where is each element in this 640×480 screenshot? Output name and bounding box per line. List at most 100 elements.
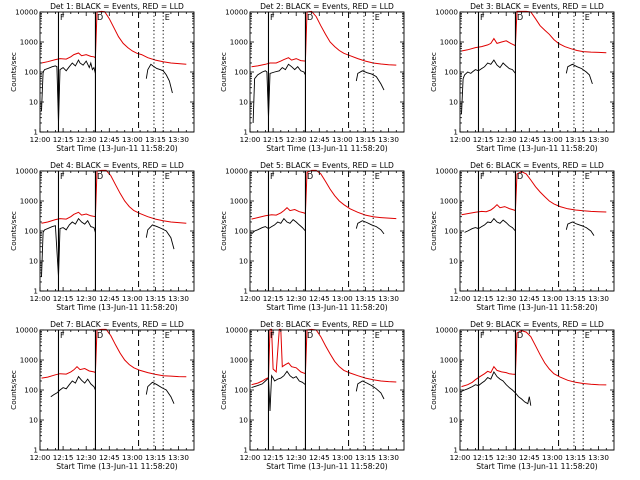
y-axis-label: Counts/sec xyxy=(9,52,18,92)
x-tick-label: 12:45 xyxy=(99,135,120,144)
panel-title: Det 7: BLACK = Events, RED = LLD xyxy=(50,320,184,329)
time-marker-label: D xyxy=(517,331,523,340)
y-tick-label: 10000 xyxy=(225,167,248,176)
y-tick-label: 10000 xyxy=(15,8,38,17)
time-marker-label: E xyxy=(165,13,170,22)
y-tick-label: 1 xyxy=(453,128,458,137)
y-tick-label: 100 xyxy=(24,68,38,77)
y-axis-label: Counts/sec xyxy=(219,211,228,251)
time-marker-label: F xyxy=(60,13,65,22)
panel-title: Det 4: BLACK = Events, RED = LLD xyxy=(50,161,184,170)
x-tick-label: 12:45 xyxy=(309,294,330,303)
x-tick-label: 12:00 xyxy=(240,135,261,144)
x-tick-label: 13:30 xyxy=(588,453,609,462)
y-axis-label: Counts/sec xyxy=(9,370,18,410)
x-tick-label: 12:30 xyxy=(76,453,97,462)
x-tick-label: 13:00 xyxy=(542,135,563,144)
x-tick-label: 13:30 xyxy=(378,135,399,144)
time-marker-label: F xyxy=(270,13,275,22)
x-tick-label: 13:00 xyxy=(332,135,353,144)
x-tick-label: 12:30 xyxy=(286,294,307,303)
time-marker-label: E xyxy=(375,13,380,22)
panel-title: Det 2: BLACK = Events, RED = LLD xyxy=(260,2,394,11)
y-tick-label: 10 xyxy=(449,257,459,266)
x-tick-label: 12:45 xyxy=(519,453,540,462)
time-marker-label: E xyxy=(165,172,170,181)
x-tick-label: 13:00 xyxy=(542,294,563,303)
y-tick-label: 1 xyxy=(33,287,38,296)
events-series-line xyxy=(251,217,385,235)
y-tick-label: 1 xyxy=(243,287,248,296)
x-tick-label: 12:30 xyxy=(496,135,517,144)
y-tick-label: 10 xyxy=(449,416,459,425)
events-series-line xyxy=(251,370,385,412)
x-tick-label: 13:00 xyxy=(122,453,143,462)
x-axis-label: Start Time (13-Jun-11 11:58:20) xyxy=(476,144,598,153)
y-tick-label: 1000 xyxy=(230,38,249,47)
x-tick-label: 12:30 xyxy=(496,453,517,462)
time-marker-label: E xyxy=(585,331,590,340)
x-tick-label: 12:15 xyxy=(53,294,74,303)
panel-det-6: Det 6: BLACK = Events, RED = LLD F D E 1 10 10… xyxy=(429,161,615,312)
x-tick-label: 13:15 xyxy=(565,453,586,462)
time-marker-label: D xyxy=(517,172,523,181)
y-tick-label: 100 xyxy=(234,68,248,77)
y-tick-label: 10 xyxy=(239,98,249,107)
panel-det-3: Det 3: BLACK = Events, RED = LLD F D E 1 10 10… xyxy=(429,2,615,153)
x-tick-label: 13:00 xyxy=(122,294,143,303)
time-marker-label: E xyxy=(165,331,170,340)
y-tick-label: 1000 xyxy=(440,38,459,47)
x-axis-label: Start Time (13-Jun-11 11:58:20) xyxy=(56,303,178,312)
y-tick-label: 100 xyxy=(444,386,458,395)
x-tick-label: 12:15 xyxy=(473,294,494,303)
lld-series-line xyxy=(251,328,397,386)
lld-series-line xyxy=(251,10,397,68)
x-tick-label: 13:00 xyxy=(332,294,353,303)
time-marker-label: E xyxy=(585,172,590,181)
x-tick-label: 12:00 xyxy=(450,453,471,462)
events-series-line xyxy=(50,375,175,404)
y-tick-label: 10 xyxy=(449,98,459,107)
y-tick-label: 1000 xyxy=(20,356,39,365)
lld-series-line xyxy=(461,10,607,54)
panel-title: Det 5: BLACK = Events, RED = LLD xyxy=(260,161,394,170)
x-tick-label: 12:00 xyxy=(450,294,471,303)
x-tick-label: 12:45 xyxy=(519,294,540,303)
panel-det-9: Det 9: BLACK = Events, RED = LLD F D E 1 10 10… xyxy=(429,320,615,471)
time-marker-label: F xyxy=(60,331,65,340)
y-axis-label: Counts/sec xyxy=(9,211,18,251)
y-tick-label: 10000 xyxy=(435,167,458,176)
x-tick-label: 12:30 xyxy=(496,294,517,303)
panel-det-2: Det 2: BLACK = Events, RED = LLD F D E 1 10 10… xyxy=(219,2,405,153)
y-axis-label: Counts/sec xyxy=(219,52,228,92)
x-tick-label: 12:00 xyxy=(240,294,261,303)
x-tick-label: 12:30 xyxy=(286,453,307,462)
y-tick-label: 100 xyxy=(234,386,248,395)
plot-frame xyxy=(459,11,615,133)
x-tick-label: 12:15 xyxy=(53,135,74,144)
time-marker-label: F xyxy=(480,172,485,181)
x-tick-label: 13:15 xyxy=(565,135,586,144)
time-marker-label: F xyxy=(270,331,275,340)
panel-det-7: Det 7: BLACK = Events, RED = LLD F D E 1 10 10… xyxy=(9,320,195,471)
x-tick-label: 12:45 xyxy=(309,135,330,144)
x-axis-label: Start Time (13-Jun-11 11:58:20) xyxy=(56,144,178,153)
x-axis-label: Start Time (13-Jun-11 11:58:20) xyxy=(476,303,598,312)
x-axis-label: Start Time (13-Jun-11 11:58:20) xyxy=(266,144,388,153)
x-tick-label: 13:15 xyxy=(355,135,376,144)
panel-title: Det 6: BLACK = Events, RED = LLD xyxy=(470,161,604,170)
y-tick-label: 10000 xyxy=(435,8,458,17)
x-tick-label: 12:45 xyxy=(99,294,120,303)
y-axis-label: Counts/sec xyxy=(429,52,438,92)
time-marker-label: E xyxy=(375,331,380,340)
x-tick-label: 13:15 xyxy=(145,135,166,144)
x-axis-label: Start Time (13-Jun-11 11:58:20) xyxy=(266,303,388,312)
plot-frame xyxy=(39,11,195,133)
x-tick-label: 13:15 xyxy=(355,453,376,462)
y-tick-label: 1000 xyxy=(440,356,459,365)
x-tick-label: 13:00 xyxy=(332,453,353,462)
y-tick-label: 10 xyxy=(239,257,249,266)
x-tick-label: 12:30 xyxy=(76,294,97,303)
panel-title: Det 9: BLACK = Events, RED = LLD xyxy=(470,320,604,329)
